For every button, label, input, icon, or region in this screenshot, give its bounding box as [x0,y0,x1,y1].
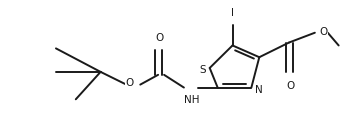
Text: O: O [286,81,294,91]
Text: N: N [255,86,263,95]
Text: I: I [231,8,234,18]
Text: NH: NH [184,95,200,105]
Text: S: S [199,65,206,75]
Text: O: O [320,27,328,37]
Text: O: O [155,34,163,43]
Text: O: O [125,78,133,88]
